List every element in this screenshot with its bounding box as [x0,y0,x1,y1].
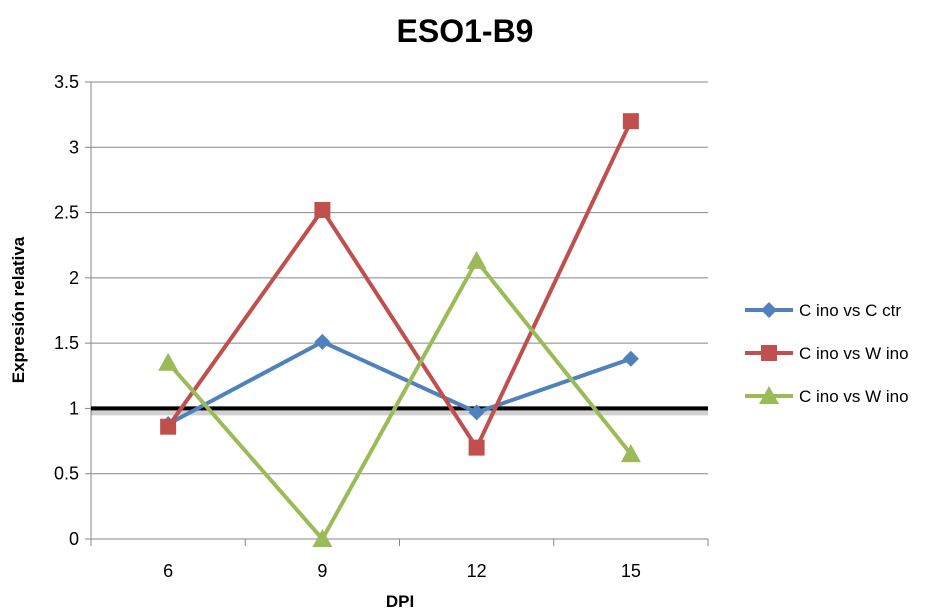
legend-swatch-marker [761,302,777,318]
legend-label: C ino vs W ino [799,387,909,406]
x-tick-label: 15 [621,561,641,581]
y-tick-label: 2 [69,268,79,288]
x-tick-label: 9 [317,561,327,581]
series-group [158,113,641,547]
x-tick-label: 12 [467,561,487,581]
y-tick-label: 1 [69,398,79,418]
x-tick-label: 6 [163,561,173,581]
y-tick-label: 2.5 [54,203,79,223]
y-tick-label: 0.5 [54,464,79,484]
legend: C ino vs C ctr C ino vs W ino C ino vs W i… [745,301,909,406]
data-point [622,350,639,367]
data-point [468,404,485,421]
y-tick-label: 1.5 [54,333,79,353]
series-line [166,120,633,450]
y-axis-label: Expresión relativa [9,236,28,383]
legend-swatch-marker [759,386,779,404]
axes: 0 0.5 1 1.5 2 2.5 3 3.5 6 9 12 15 [54,72,709,581]
legend-item: C ino vs C ctr [745,301,901,320]
series-3 [158,250,641,547]
data-point [314,201,331,218]
series-2 [160,113,639,456]
series-1 [160,333,639,433]
data-point [160,418,177,435]
chart-title: ESO1-B9 [397,13,534,49]
series-line [166,258,633,541]
y-tick-label: 3 [69,137,79,157]
legend-label: C ino vs C ctr [799,301,901,320]
y-tick-label: 0 [69,529,79,549]
data-point [314,333,331,350]
y-tick-label: 3.5 [54,72,79,92]
data-point [468,439,485,456]
data-point [158,352,179,371]
legend-item: C ino vs W ino [745,386,909,406]
series-line [167,339,632,426]
x-axis-label: DPI [386,592,414,611]
data-point [622,113,639,130]
data-point [620,444,641,463]
legend-label: C ino vs W ino [799,344,909,363]
reference-line-group [91,406,708,416]
data-point [312,529,333,547]
legend-item: C ino vs W ino [745,344,909,363]
data-point [466,250,487,269]
legend-swatch-marker [761,345,777,361]
